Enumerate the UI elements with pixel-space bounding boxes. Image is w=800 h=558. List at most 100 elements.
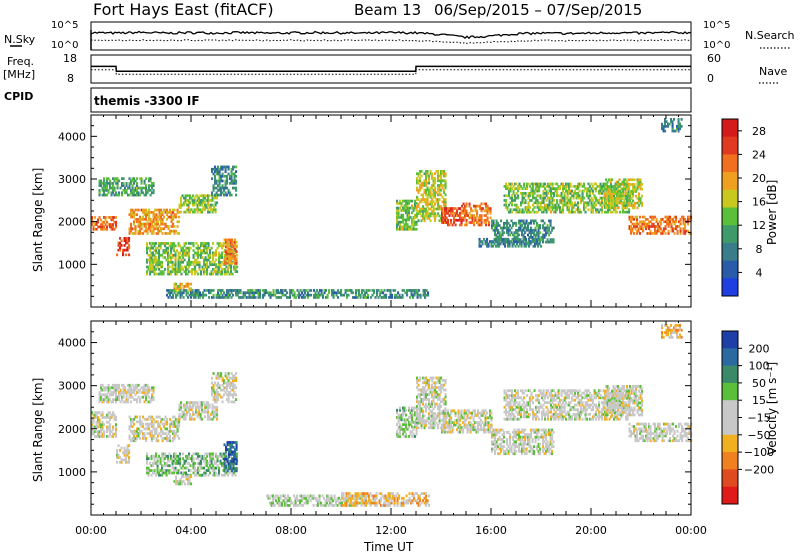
power-cell	[227, 268, 229, 271]
velocity-cell	[236, 455, 238, 458]
power-cell	[117, 182, 119, 185]
power-cell	[224, 268, 226, 271]
power-cell	[204, 201, 206, 204]
power-cell	[418, 219, 420, 222]
power-cell	[561, 192, 563, 195]
power-cell	[235, 187, 237, 190]
power-cell	[160, 209, 162, 212]
power-cell	[129, 184, 131, 187]
power-cell	[588, 187, 590, 190]
power-cell	[427, 294, 429, 297]
power-cell	[215, 204, 217, 207]
power-cell	[340, 291, 342, 294]
power-cell	[500, 220, 502, 223]
power-cell	[614, 185, 616, 188]
power-cell	[469, 205, 471, 208]
velocity-cell	[151, 430, 153, 433]
power-cell	[431, 198, 433, 201]
power-cell	[463, 219, 465, 222]
power-cell	[145, 225, 147, 228]
power-cell	[672, 230, 674, 233]
power-cell	[220, 266, 222, 269]
power-cell	[524, 224, 526, 227]
power-cell	[123, 182, 125, 185]
power-cell	[617, 207, 619, 210]
power-cell	[684, 225, 686, 228]
power-cell	[418, 191, 420, 194]
power-cell	[459, 219, 461, 222]
power-cell	[234, 243, 236, 246]
velocity-cell	[213, 372, 215, 375]
velocity-cell	[220, 453, 222, 456]
power-cell	[188, 252, 190, 255]
power-cell	[345, 291, 347, 294]
power-cell	[206, 261, 208, 264]
power-cell	[151, 256, 153, 259]
power-cell	[176, 249, 178, 252]
power-cell	[452, 210, 454, 213]
velocity-cell	[207, 411, 209, 414]
power-cell	[422, 194, 424, 197]
power-cell	[525, 238, 527, 241]
power-cell	[300, 294, 302, 297]
power-cell	[226, 180, 228, 183]
power-cell	[561, 201, 563, 204]
power-cell	[433, 201, 435, 204]
velocity-cell	[115, 430, 117, 433]
power-cell	[230, 260, 232, 263]
power-cell	[669, 123, 671, 126]
power-cell	[408, 214, 410, 217]
power-cell	[214, 261, 216, 264]
power-cell	[291, 291, 293, 294]
power-cell	[516, 208, 518, 211]
power-cell	[236, 254, 238, 257]
power-cell	[528, 208, 530, 211]
power-cell	[523, 183, 525, 186]
power-cell	[152, 247, 154, 250]
power-cell	[181, 294, 183, 297]
power-cell	[536, 222, 538, 225]
power-cell	[418, 175, 420, 178]
power-cell	[628, 208, 630, 211]
power-cell	[216, 197, 218, 200]
power-cell	[203, 261, 205, 264]
power-cell	[526, 185, 528, 188]
power-cell	[509, 234, 511, 237]
power-cell	[411, 211, 413, 214]
velocity-cell	[128, 449, 130, 452]
power-cell	[443, 191, 445, 194]
power-cell	[174, 291, 176, 294]
power-cell	[167, 263, 169, 266]
power-cell	[130, 225, 132, 228]
velocity-cell	[157, 460, 159, 463]
velocity-cell	[115, 428, 117, 431]
power-cell	[507, 238, 509, 241]
power-cell	[401, 202, 403, 205]
velocity-cell	[182, 453, 184, 456]
power-cell	[153, 211, 155, 214]
velocity-cell	[151, 416, 153, 419]
power-cell	[520, 204, 522, 207]
power-cell	[425, 179, 427, 182]
power-cell	[442, 187, 444, 190]
power-cell	[523, 197, 525, 200]
velocity-cell	[146, 453, 148, 456]
velocity-cell	[99, 411, 101, 414]
power-cell	[153, 232, 155, 235]
velocity-cell	[146, 460, 148, 463]
power-cell	[614, 204, 616, 207]
power-cell	[195, 296, 197, 299]
power-cell	[547, 231, 549, 234]
power-cell	[445, 198, 447, 201]
power-cell	[252, 289, 254, 292]
velocity-cell	[142, 425, 144, 428]
power-cell	[638, 223, 640, 226]
velocity-cell	[185, 415, 187, 418]
power-cell	[427, 201, 429, 204]
velocity-cell	[224, 443, 226, 446]
power-cell	[160, 216, 162, 219]
power-cell	[172, 294, 174, 297]
power-cell	[453, 217, 455, 220]
power-cell	[418, 289, 420, 292]
